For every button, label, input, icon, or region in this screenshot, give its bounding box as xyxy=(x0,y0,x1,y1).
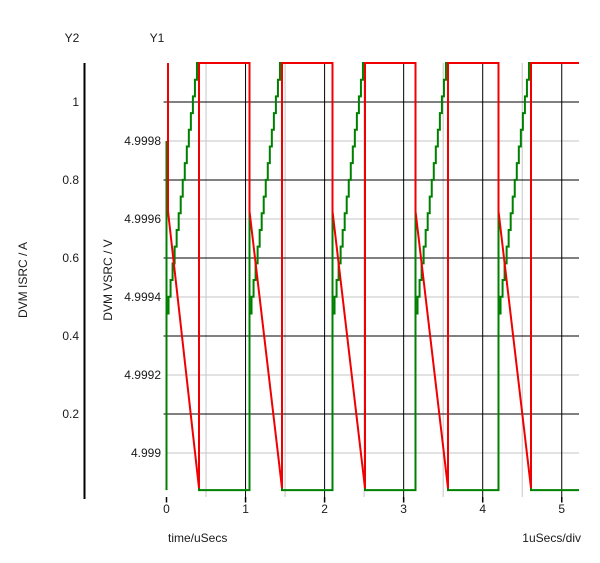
isrc-trace xyxy=(165,62,579,492)
major-gridlines xyxy=(163,63,579,497)
x-scale-per-div-label: 1uSecs/div xyxy=(522,531,581,545)
x-axis-label: time/uSecs xyxy=(168,531,228,545)
x-tick-label: 2 xyxy=(321,502,328,516)
y2-tick-label: 0.8 xyxy=(62,173,79,187)
minor-gridlines xyxy=(166,63,579,497)
y1-tick-label: 4.9996 xyxy=(124,212,161,226)
vsrc-trace xyxy=(167,62,579,489)
y1-tick-label: 4.9994 xyxy=(124,290,161,304)
y1-tick-label: 4.999 xyxy=(130,446,161,460)
x-tick-label: 4 xyxy=(479,502,487,516)
x-tick-label: 5 xyxy=(558,502,566,516)
x-tick-label: 1 xyxy=(242,502,249,516)
y1-tick-label: 4.9992 xyxy=(124,368,161,382)
y1-tick-label: 4.9998 xyxy=(124,134,161,148)
y2-axis-title: Y2 xyxy=(64,31,80,45)
x-tick-label: 0 xyxy=(163,502,170,516)
y1-axis-name-label: DVM VSRC / V xyxy=(101,239,115,321)
y2-tick-label: 0.4 xyxy=(62,329,79,343)
y2-tick-label: 0.2 xyxy=(62,407,79,421)
y2-tick-label: 1 xyxy=(72,95,79,109)
y2-tick-label: 0.6 xyxy=(62,251,79,265)
x-axis-tick-marks xyxy=(165,497,563,503)
x-tick-label: 3 xyxy=(400,502,407,516)
y1-axis-title: Y1 xyxy=(149,31,165,45)
